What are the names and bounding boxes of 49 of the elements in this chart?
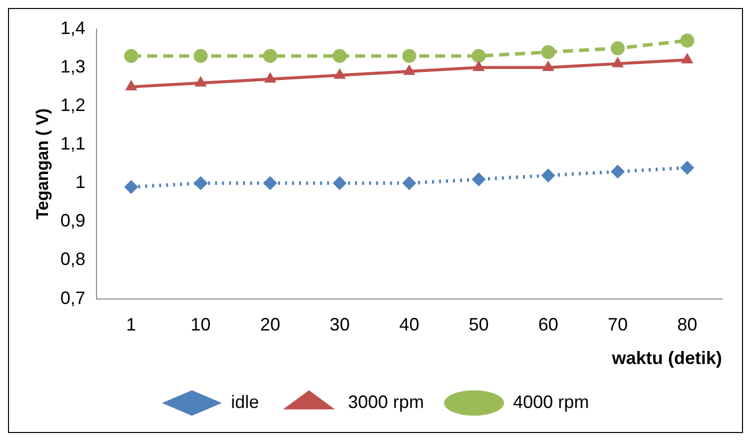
x-tick-label: 80 bbox=[677, 314, 698, 335]
point bbox=[125, 80, 138, 90]
x-tick-label: 60 bbox=[538, 314, 558, 335]
x-tick-label: 40 bbox=[399, 314, 420, 335]
x-axis-title: waktu (detik) bbox=[610, 348, 722, 368]
point bbox=[124, 48, 138, 63]
y-tick-label: 0,8 bbox=[60, 249, 86, 270]
point bbox=[124, 180, 138, 194]
y-axis-title: Tegangan ( V) bbox=[32, 108, 52, 220]
y-tick-label: 1,3 bbox=[60, 56, 86, 77]
y-tick-label: 0,9 bbox=[60, 210, 86, 231]
point bbox=[610, 164, 625, 179]
point bbox=[541, 168, 556, 182]
point bbox=[332, 48, 347, 63]
legend-label: idle bbox=[230, 392, 259, 412]
x-tick-label: 50 bbox=[468, 314, 489, 335]
point bbox=[472, 48, 486, 63]
x-tick-label: 1 bbox=[126, 314, 136, 335]
y-tick-label: 1 bbox=[75, 172, 86, 192]
point bbox=[194, 176, 208, 190]
point bbox=[542, 60, 554, 72]
point bbox=[194, 48, 208, 63]
point bbox=[610, 41, 625, 56]
point bbox=[472, 60, 485, 72]
point bbox=[472, 172, 486, 186]
y-tick-label: 0,7 bbox=[60, 288, 86, 308]
x-tick-label: 10 bbox=[190, 314, 211, 335]
legend-label: 3000 rpm bbox=[348, 392, 424, 412]
point bbox=[541, 45, 556, 60]
point bbox=[264, 72, 276, 83]
x-tick-label: 70 bbox=[608, 314, 628, 335]
point bbox=[402, 176, 416, 190]
y-tick-label: 1,4 bbox=[60, 18, 86, 38]
point bbox=[680, 34, 694, 48]
x-tick-label: 30 bbox=[330, 314, 350, 335]
point bbox=[680, 160, 694, 175]
point bbox=[403, 64, 416, 75]
y-tick-label: 1,2 bbox=[60, 95, 86, 116]
x-tick-label: 20 bbox=[260, 314, 280, 335]
point bbox=[194, 76, 207, 86]
legend-label: 4000 rpm bbox=[513, 392, 590, 412]
y-tick-label: 1,1 bbox=[60, 134, 86, 154]
point bbox=[334, 68, 346, 79]
point bbox=[612, 56, 624, 68]
point bbox=[402, 48, 416, 63]
point bbox=[263, 48, 278, 63]
point bbox=[681, 52, 694, 64]
point bbox=[263, 176, 278, 190]
point bbox=[332, 176, 347, 190]
